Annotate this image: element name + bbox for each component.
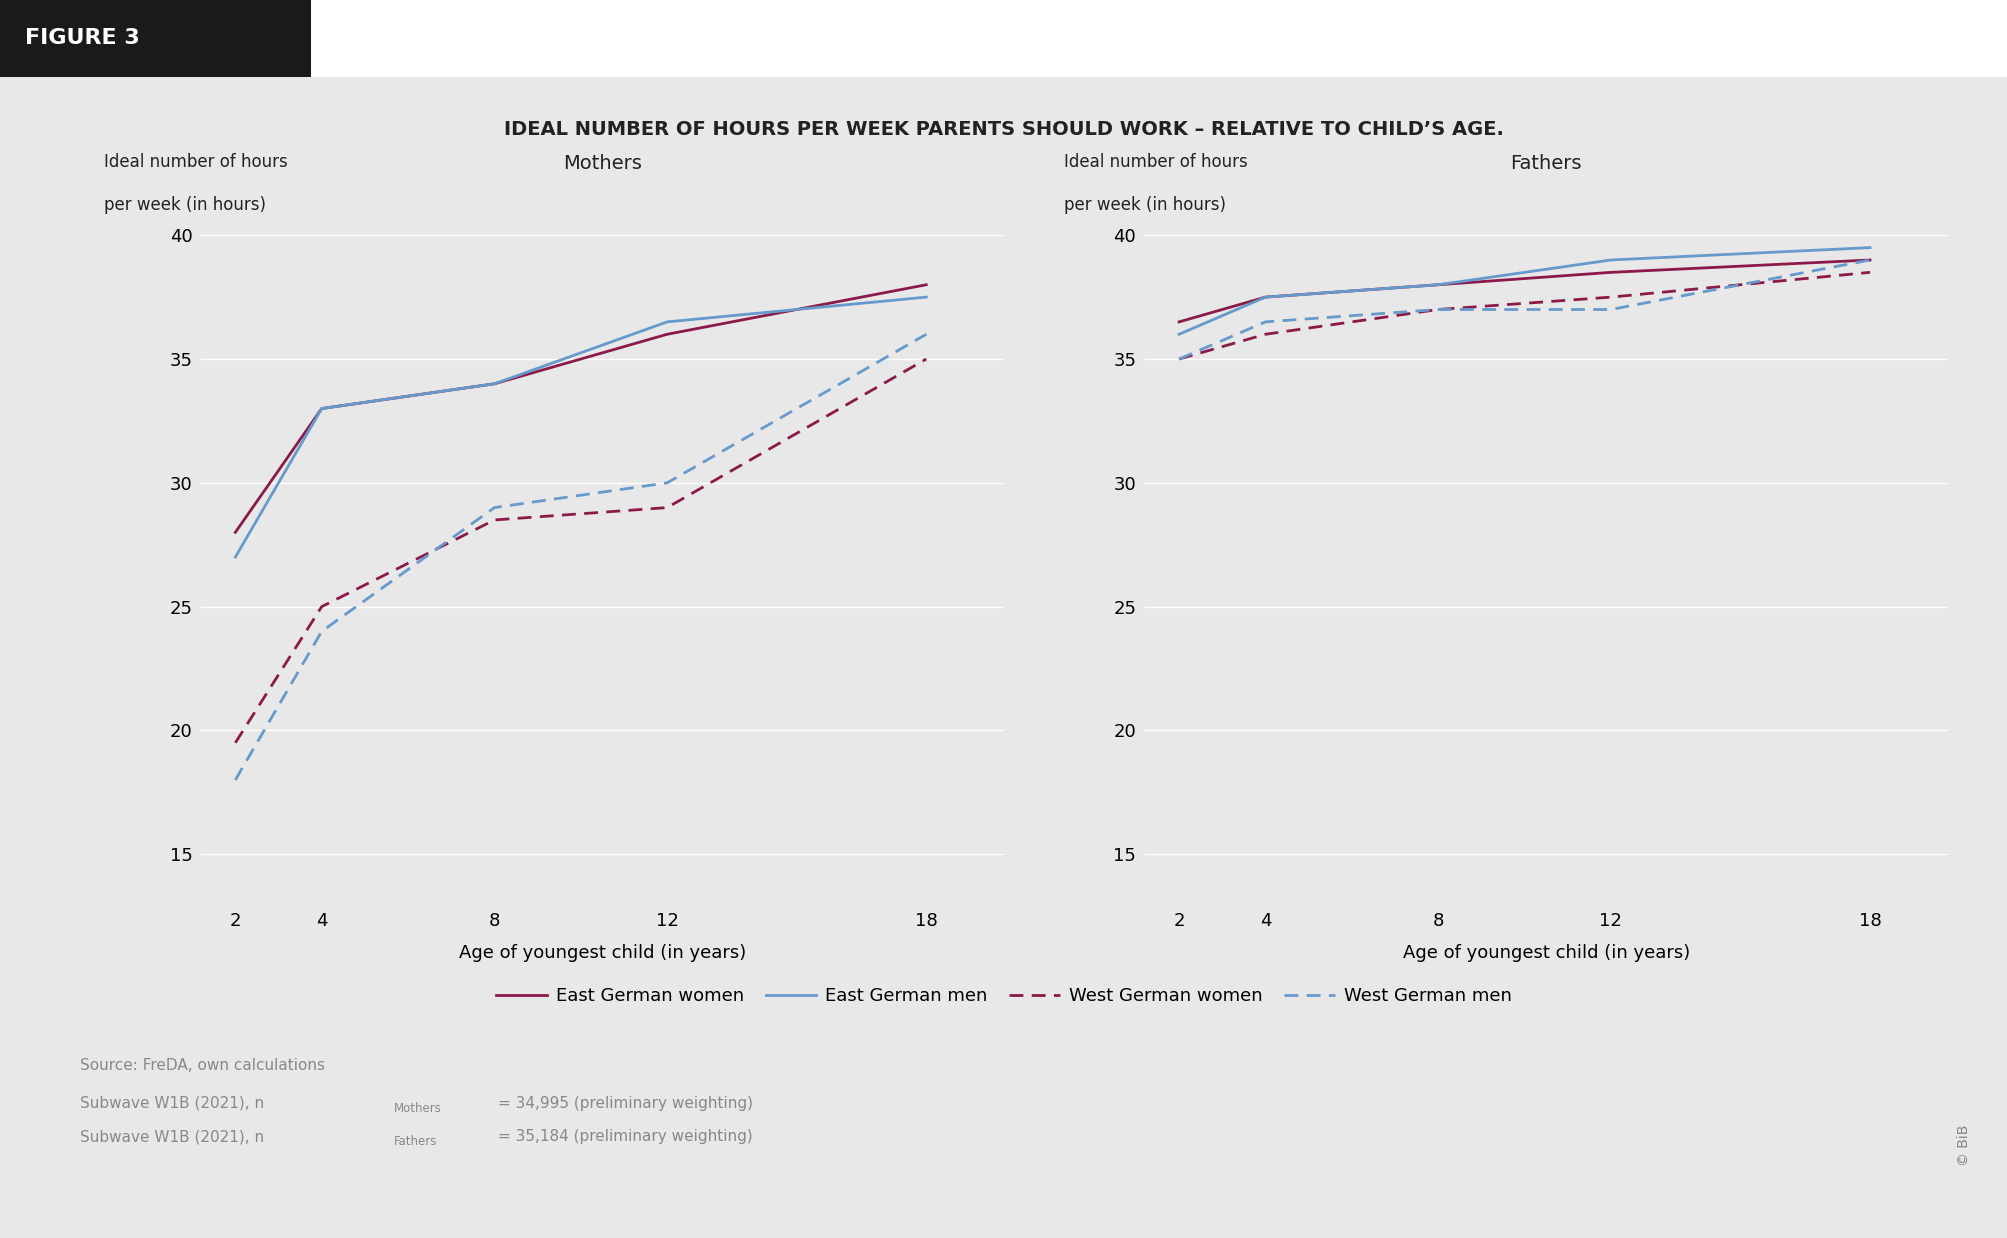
Text: Subwave W1B (2021), n: Subwave W1B (2021), n: [80, 1096, 265, 1110]
Text: Ideal number of hours: Ideal number of hours: [104, 154, 289, 171]
Text: Mothers: Mothers: [393, 1102, 442, 1115]
Text: Subwave W1B (2021), n: Subwave W1B (2021), n: [80, 1129, 265, 1144]
Text: IDEAL NUMBER OF HOURS PER WEEK PARENTS SHOULD WORK – RELATIVE TO CHILD’S AGE.: IDEAL NUMBER OF HOURS PER WEEK PARENTS S…: [504, 120, 1503, 140]
X-axis label: Age of youngest child (in years): Age of youngest child (in years): [1401, 943, 1690, 962]
Title: Mothers: Mothers: [562, 154, 642, 173]
Text: Source: FreDA, own calculations: Source: FreDA, own calculations: [80, 1058, 325, 1073]
Title: Fathers: Fathers: [1509, 154, 1582, 173]
Text: per week (in hours): per week (in hours): [104, 197, 267, 214]
Text: Fathers: Fathers: [393, 1135, 438, 1149]
Text: = 35,184 (preliminary weighting): = 35,184 (preliminary weighting): [498, 1129, 753, 1144]
X-axis label: Age of youngest child (in years): Age of youngest child (in years): [458, 943, 747, 962]
Text: = 34,995 (preliminary weighting): = 34,995 (preliminary weighting): [498, 1096, 753, 1110]
Text: © BiB: © BiB: [1957, 1124, 1969, 1166]
Legend: East German women, East German men, West German women, West German men: East German women, East German men, West…: [490, 980, 1517, 1013]
Text: FIGURE 3: FIGURE 3: [24, 28, 140, 48]
Text: per week (in hours): per week (in hours): [1064, 197, 1226, 214]
Text: Ideal number of hours: Ideal number of hours: [1064, 154, 1248, 171]
